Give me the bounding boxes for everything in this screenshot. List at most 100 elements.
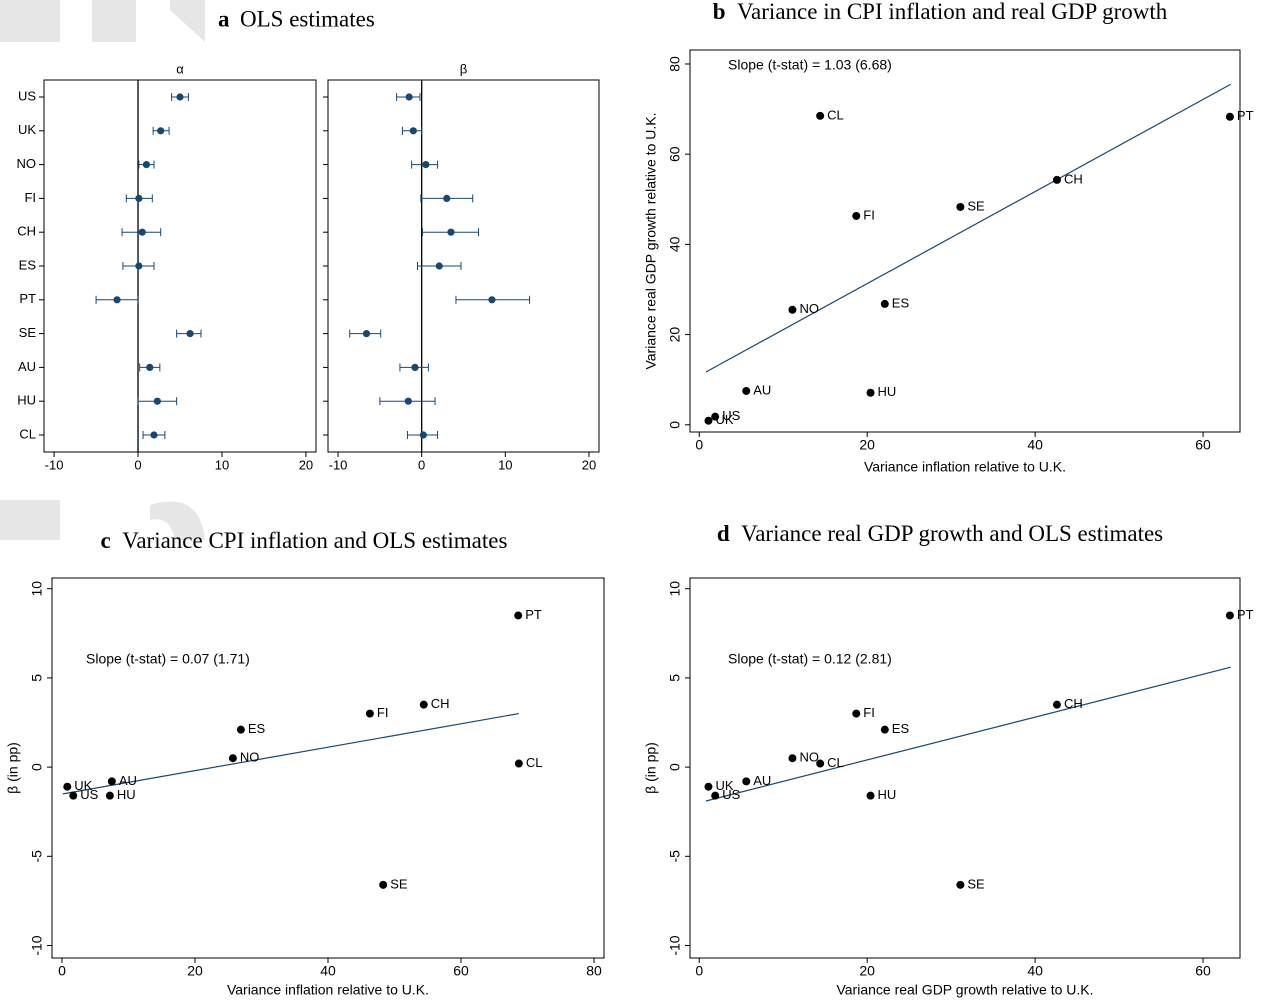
y-tick-label: 10 xyxy=(29,581,45,597)
chart-title: Variance real GDP growth and OLS estimat… xyxy=(741,521,1163,546)
point xyxy=(852,709,861,718)
fit-line xyxy=(705,83,1232,373)
estimate-dot xyxy=(435,262,443,270)
estimate-dot xyxy=(488,296,496,304)
point xyxy=(711,791,720,800)
fit-line xyxy=(62,712,519,795)
x-tick-label: 80 xyxy=(586,963,602,979)
chart-title-group: d Variance real GDP growth and OLS estim… xyxy=(717,521,1163,546)
estimate-dot xyxy=(176,93,184,101)
estimate-dot xyxy=(422,161,430,169)
y-tick-label: CL xyxy=(19,426,36,441)
x-tick-label: 10 xyxy=(215,457,229,472)
x-axis-label: Variance inflation relative to U.K. xyxy=(227,982,429,998)
y-tick-label: 20 xyxy=(667,327,683,343)
y-tick-label: 80 xyxy=(667,56,683,72)
point xyxy=(704,782,713,791)
estimate-dot xyxy=(409,127,417,135)
estimate-dot xyxy=(443,194,451,202)
y-tick-label: ES xyxy=(19,257,37,272)
point xyxy=(866,388,875,397)
y-tick-label: -5 xyxy=(29,850,45,863)
point xyxy=(1225,611,1234,620)
point-label: FI xyxy=(863,705,875,720)
point xyxy=(704,416,713,425)
point-label: CH xyxy=(1064,696,1083,711)
point xyxy=(63,782,72,791)
point-label: UK xyxy=(74,778,92,793)
estimate-dot xyxy=(362,330,371,338)
point-label: PT xyxy=(525,607,542,622)
point-label: HU xyxy=(117,787,136,802)
point-label: NO xyxy=(799,750,819,765)
panel-title: α xyxy=(176,61,184,76)
x-tick-label: 0 xyxy=(58,963,66,979)
annotation: Slope (t-stat) = 1.03 (6.68) xyxy=(728,57,892,73)
point xyxy=(866,791,875,800)
x-tick-label: -10 xyxy=(329,457,348,472)
point-label: ES xyxy=(248,721,266,736)
y-tick-label: HU xyxy=(17,393,36,408)
y-tick-label: 0 xyxy=(667,421,683,429)
x-tick-label: 0 xyxy=(695,437,703,453)
panel-title: β xyxy=(460,61,467,76)
point xyxy=(788,305,797,314)
y-tick-label: UK xyxy=(18,122,36,137)
point xyxy=(514,611,523,620)
point xyxy=(816,111,825,120)
point-label: FI xyxy=(377,705,389,720)
point xyxy=(107,777,116,786)
x-tick-label: 40 xyxy=(320,963,336,979)
estimate-dot xyxy=(113,296,121,304)
chart-title: OLS estimates xyxy=(240,6,375,31)
y-tick-label: 0 xyxy=(29,763,45,771)
chart-title-group: b Variance in CPI inflation and real GDP… xyxy=(713,0,1168,24)
x-tick-label: 60 xyxy=(453,963,469,979)
estimate-dot xyxy=(411,363,419,371)
x-tick-label: 20 xyxy=(187,963,203,979)
y-tick-label: 5 xyxy=(29,674,45,682)
panel-label: b xyxy=(713,0,726,24)
point xyxy=(514,759,523,768)
point xyxy=(880,725,889,734)
watermark xyxy=(0,0,205,540)
x-tick-label: 20 xyxy=(859,963,875,979)
estimate-dot xyxy=(142,161,151,169)
point-label: HU xyxy=(878,384,897,399)
point xyxy=(1052,175,1061,184)
point-label: UK xyxy=(715,412,733,427)
y-tick-label: -5 xyxy=(667,850,683,863)
y-axis-label: Variance real GDP growth relative to U.K… xyxy=(643,112,659,369)
fit-line xyxy=(705,666,1231,802)
panel-label: d xyxy=(717,521,730,546)
x-tick-label: 10 xyxy=(498,457,512,472)
estimate-dot xyxy=(447,228,455,236)
y-tick-label: 10 xyxy=(667,581,683,597)
chart-title-group: c Variance CPI inflation and OLS estimat… xyxy=(101,528,508,553)
estimate-dot xyxy=(135,262,143,270)
point xyxy=(880,299,889,308)
x-tick-label: 0 xyxy=(134,457,141,472)
point xyxy=(788,754,797,763)
point-label: FI xyxy=(863,207,875,222)
point xyxy=(365,709,374,718)
point xyxy=(852,211,861,220)
panel-label: c xyxy=(101,528,111,553)
panel-label: a xyxy=(218,6,230,31)
point-label: SE xyxy=(390,876,408,891)
y-tick-label: US xyxy=(18,88,36,103)
y-tick-label: FI xyxy=(24,190,36,205)
point xyxy=(419,700,428,709)
point xyxy=(742,777,751,786)
point-label: PT xyxy=(1237,108,1254,123)
point-label: US xyxy=(80,787,98,802)
plot-frame xyxy=(51,577,605,959)
point-label: ES xyxy=(892,721,910,736)
x-tick-label: 40 xyxy=(1027,437,1043,453)
point-label: US xyxy=(722,408,740,423)
point xyxy=(956,202,965,211)
x-axis-label: Variance inflation relative to U.K. xyxy=(864,459,1066,475)
estimate-dot xyxy=(404,397,412,405)
point-label: CL xyxy=(827,107,844,122)
